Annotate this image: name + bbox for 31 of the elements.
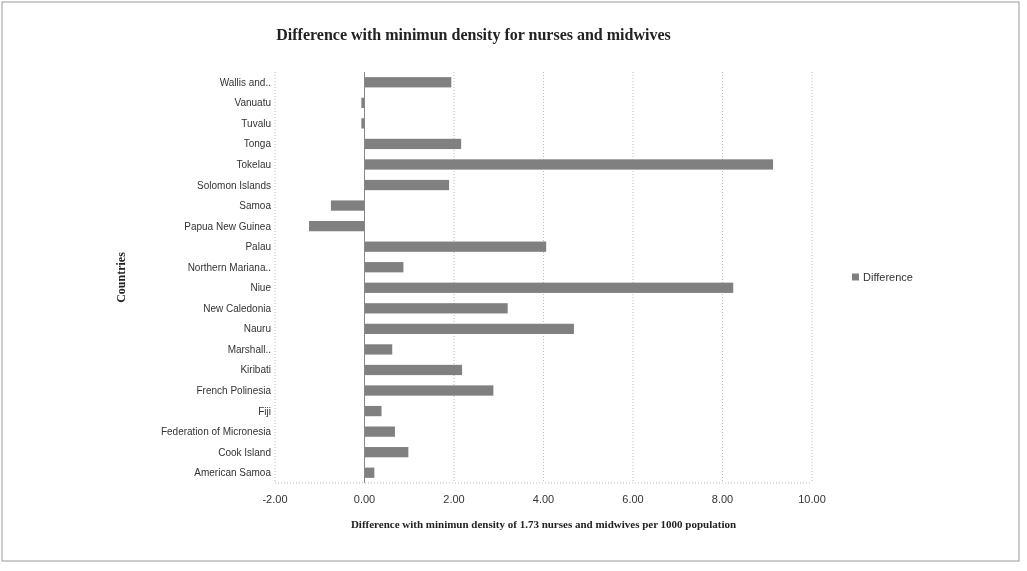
y-tick-label: Kiribati (240, 364, 271, 376)
y-tick-label: Tonga (243, 138, 272, 150)
y-tick-label: Fiji (258, 405, 271, 417)
y-tick-label: Palau (245, 241, 271, 253)
x-tick-label: 10.00 (798, 493, 826, 505)
y-tick-label: Niue (250, 282, 272, 294)
y-tick-label: Vanuatu (234, 97, 271, 109)
x-tick-label: 6.00 (622, 493, 644, 505)
x-tick-label: 0.00 (353, 493, 376, 505)
y-tick-label: Papua New Guinea (184, 220, 272, 232)
y-tick-label: Northern Mariana.. (187, 261, 271, 273)
y-tick-label: American Samoa (194, 467, 272, 479)
y-tick-label: Cook Island (218, 446, 271, 458)
y-tick-label: French Polinesia (196, 385, 272, 397)
y-tick-label: Federation of Micronesia (160, 426, 272, 438)
y-tick-label: Tokelau (236, 158, 271, 170)
x-tick-label: 2.00 (443, 493, 465, 505)
y-tick-label: New Caledonia (203, 302, 272, 314)
x-tick-label: 4.00 (532, 493, 555, 505)
y-tick-label: Solomon Islands (197, 179, 271, 191)
x-tick-label: 8.00 (711, 493, 734, 505)
y-tick-label: Tuvalu (241, 117, 271, 129)
y-tick-label: Nauru (243, 323, 271, 335)
x-axis-title: Difference with minimun density of 1.73 nurses and midwives per 1000 population (350, 518, 737, 530)
y-tick-label: Wallis and.. (219, 76, 271, 88)
y-tick-label: Marshall.. (227, 343, 271, 355)
y-axis-title: Countries (114, 251, 128, 303)
x-tick-label: -2.00 (262, 493, 288, 505)
chart-title: Difference with minimun density for nurses and midwives (276, 26, 671, 44)
y-tick-label: Samoa (239, 200, 272, 212)
legend-label: Difference (863, 271, 913, 284)
